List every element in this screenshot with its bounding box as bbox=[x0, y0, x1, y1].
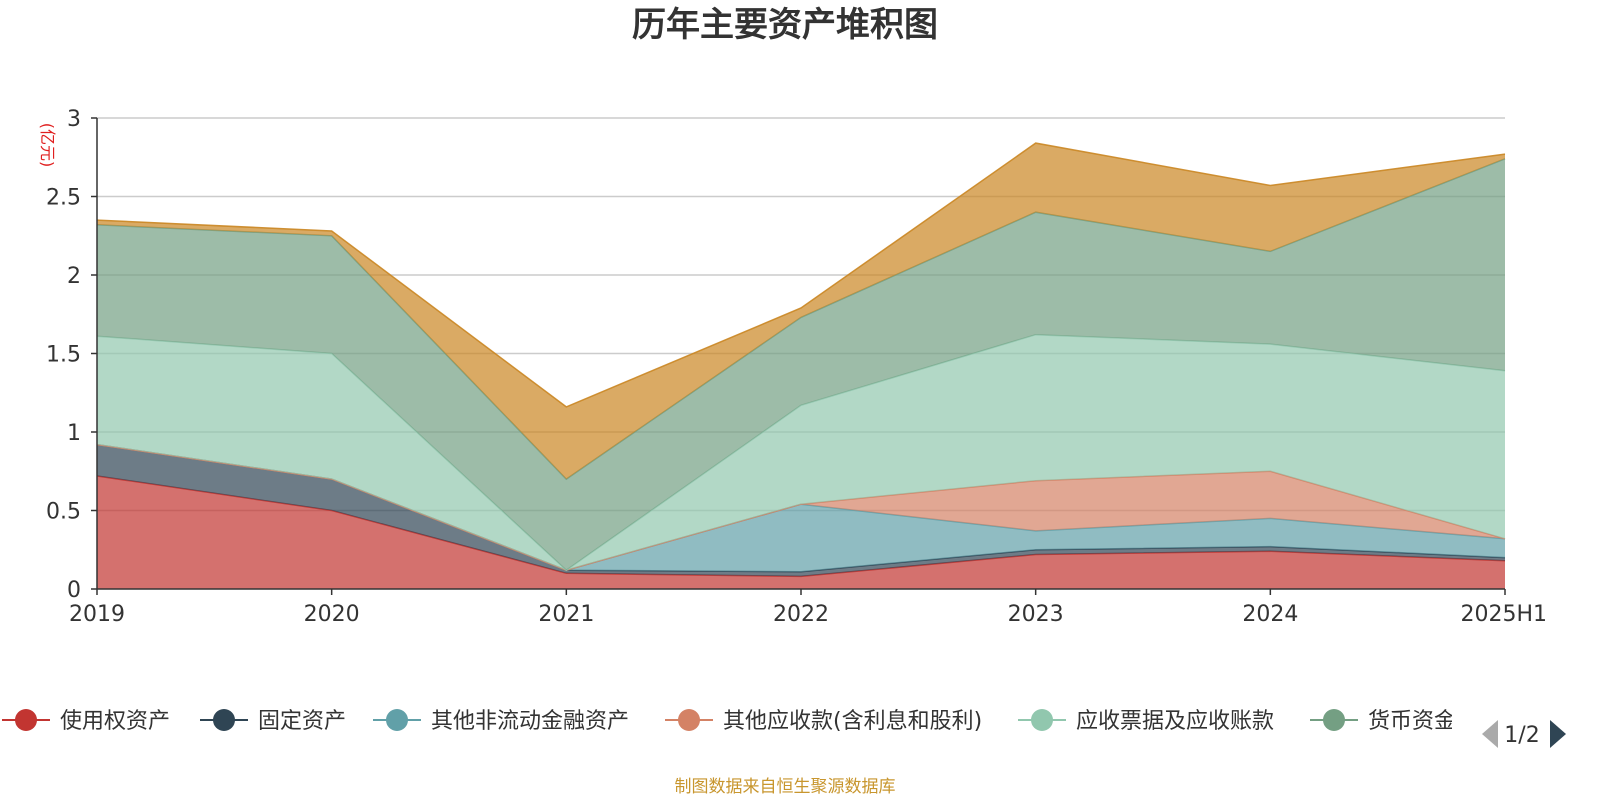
legend-marker-icon bbox=[213, 709, 235, 731]
y-tick-label: 0.5 bbox=[46, 500, 81, 525]
area-series-4 bbox=[97, 334, 1505, 571]
y-tick-label: 1.5 bbox=[46, 343, 81, 368]
area-series-1 bbox=[97, 444, 1505, 577]
legend-item-0[interactable]: 使用权资产 bbox=[2, 709, 170, 734]
y-axis-unit-label: (亿元) bbox=[38, 123, 57, 168]
data-source-note: 制图数据来自恒生聚源数据库 bbox=[675, 777, 896, 797]
y-tick-label: 1 bbox=[67, 421, 81, 446]
x-tick-label: 2022 bbox=[773, 602, 829, 627]
area-series-group bbox=[96, 142, 1506, 589]
series-line-6 bbox=[96, 142, 1506, 408]
area-series-0 bbox=[97, 476, 1505, 589]
legend-marker-icon bbox=[15, 709, 37, 731]
legend-pager: 1/2 bbox=[1482, 720, 1566, 748]
legend-label: 其他应收款(含利息和股利) bbox=[723, 709, 982, 734]
chart-title: 历年主要资产堆积图 bbox=[632, 5, 938, 45]
legend-item-4[interactable]: 应收票据及应收账款 bbox=[1018, 709, 1274, 734]
legend-marker-icon bbox=[1323, 709, 1345, 731]
legend-label: 固定资产 bbox=[258, 709, 346, 734]
x-tick-label: 2021 bbox=[538, 602, 594, 627]
area-series-unlabeled bbox=[97, 143, 1505, 480]
axes: 0 0.5 1 1.5 2 2.5 3 2019 2020 2021 2022 2023 2024 202… bbox=[46, 107, 1547, 627]
legend-item-2[interactable]: 其他非流动金融资产 bbox=[373, 709, 629, 734]
x-tick-label: 2019 bbox=[69, 602, 125, 627]
legend-label: 其他非流动金融资产 bbox=[431, 709, 629, 734]
y-tick-label: 0 bbox=[67, 578, 81, 603]
x-tick-label: 2023 bbox=[1008, 602, 1064, 627]
legend[interactable]: 使用权资产 固定资产 其他非流动金融资产 其他应收款(含利息和股利) 应收票据及应收账款… bbox=[2, 709, 1456, 734]
legend-prev-page-icon[interactable] bbox=[1482, 720, 1498, 748]
legend-item-1[interactable]: 固定资产 bbox=[200, 709, 346, 734]
legend-item-5[interactable]: 货币资金 bbox=[1310, 709, 1456, 734]
legend-marker-icon bbox=[678, 709, 700, 731]
legend-label: 货币资金 bbox=[1368, 709, 1456, 734]
legend-item-3[interactable]: 其他应收款(含利息和股利) bbox=[665, 709, 982, 734]
y-tick-label: 2 bbox=[67, 264, 81, 289]
legend-marker-icon bbox=[1031, 709, 1053, 731]
legend-next-page-icon[interactable] bbox=[1550, 720, 1566, 748]
area-series-2 bbox=[97, 444, 1505, 572]
legend-marker-icon bbox=[386, 709, 408, 731]
legend-page-indicator: 1/2 bbox=[1504, 723, 1539, 748]
legend-label: 使用权资产 bbox=[60, 709, 170, 734]
y-tick-label: 2.5 bbox=[46, 186, 81, 211]
legend-label: 应收票据及应收账款 bbox=[1076, 709, 1274, 734]
area-series-5 bbox=[97, 158, 1505, 571]
x-tick-label: 2020 bbox=[304, 602, 360, 627]
y-tick-label: 3 bbox=[67, 107, 81, 132]
x-tick-label: 2025H1 bbox=[1460, 602, 1547, 627]
x-tick-label: 2024 bbox=[1242, 602, 1298, 627]
